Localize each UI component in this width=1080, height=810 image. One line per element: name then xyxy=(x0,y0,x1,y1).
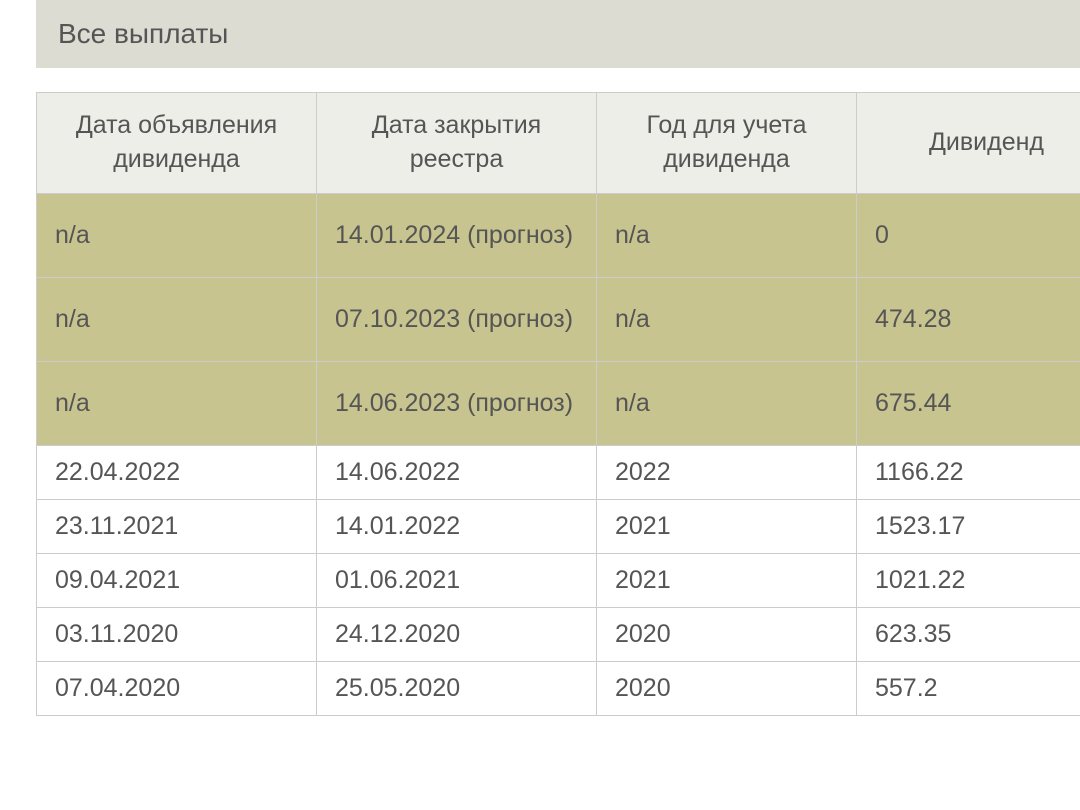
cell-registry-close-date: 14.01.2022 xyxy=(317,499,597,553)
cell-dividend: 675.44 xyxy=(857,361,1080,445)
cell-dividend: 1166.22 xyxy=(857,445,1080,499)
table-row: n/a 07.10.2023 (прогноз) n/a 474.28 xyxy=(37,277,1080,361)
dividends-table: Дата объявления дивиденда Дата закрытия … xyxy=(36,92,1080,716)
cell-dividend-year: n/a xyxy=(597,361,857,445)
cell-dividend-year: 2021 xyxy=(597,553,857,607)
cell-announce-date: 07.04.2020 xyxy=(37,661,317,715)
table-row: 09.04.2021 01.06.2021 2021 1021.22 xyxy=(37,553,1080,607)
cell-announce-date: 03.11.2020 xyxy=(37,607,317,661)
cell-announce-date: 23.11.2021 xyxy=(37,499,317,553)
cell-registry-close-date: 24.12.2020 xyxy=(317,607,597,661)
section-title: Все выплаты xyxy=(58,18,228,49)
cell-announce-date: n/a xyxy=(37,361,317,445)
cell-dividend: 1523.17 xyxy=(857,499,1080,553)
cell-registry-close-date: 07.10.2023 (прогноз) xyxy=(317,277,597,361)
cell-announce-date: 09.04.2021 xyxy=(37,553,317,607)
col-header-dividend-year: Год для учета дивиденда xyxy=(597,93,857,194)
cell-dividend: 474.28 xyxy=(857,277,1080,361)
col-header-announce-date: Дата объявления дивиденда xyxy=(37,93,317,194)
cell-registry-close-date: 01.06.2021 xyxy=(317,553,597,607)
table-row: 07.04.2020 25.05.2020 2020 557.2 xyxy=(37,661,1080,715)
cell-registry-close-date: 14.06.2022 xyxy=(317,445,597,499)
cell-announce-date: 22.04.2022 xyxy=(37,445,317,499)
cell-dividend-year: 2021 xyxy=(597,499,857,553)
cell-dividend-year: 2020 xyxy=(597,607,857,661)
cell-announce-date: n/a xyxy=(37,277,317,361)
cell-dividend: 1021.22 xyxy=(857,553,1080,607)
col-header-registry-close-date: Дата закрытия реестра xyxy=(317,93,597,194)
cell-dividend-year: 2022 xyxy=(597,445,857,499)
cell-dividend: 557.2 xyxy=(857,661,1080,715)
cell-dividend-year: n/a xyxy=(597,193,857,277)
table-row: 22.04.2022 14.06.2022 2022 1166.22 xyxy=(37,445,1080,499)
table-row: 03.11.2020 24.12.2020 2020 623.35 xyxy=(37,607,1080,661)
table-row: 23.11.2021 14.01.2022 2021 1523.17 xyxy=(37,499,1080,553)
col-header-dividend: Дивиденд xyxy=(857,93,1080,194)
cell-dividend-year: n/a xyxy=(597,277,857,361)
cell-registry-close-date: 25.05.2020 xyxy=(317,661,597,715)
cell-registry-close-date: 14.01.2024 (прогноз) xyxy=(317,193,597,277)
section-header: Все выплаты xyxy=(36,0,1080,68)
cell-dividend-year: 2020 xyxy=(597,661,857,715)
table-row: n/a 14.06.2023 (прогноз) n/a 675.44 xyxy=(37,361,1080,445)
cell-dividend: 0 xyxy=(857,193,1080,277)
table-header-row: Дата объявления дивиденда Дата закрытия … xyxy=(37,93,1080,194)
cell-registry-close-date: 14.06.2023 (прогноз) xyxy=(317,361,597,445)
cell-dividend: 623.35 xyxy=(857,607,1080,661)
table-row: n/a 14.01.2024 (прогноз) n/a 0 xyxy=(37,193,1080,277)
cell-announce-date: n/a xyxy=(37,193,317,277)
